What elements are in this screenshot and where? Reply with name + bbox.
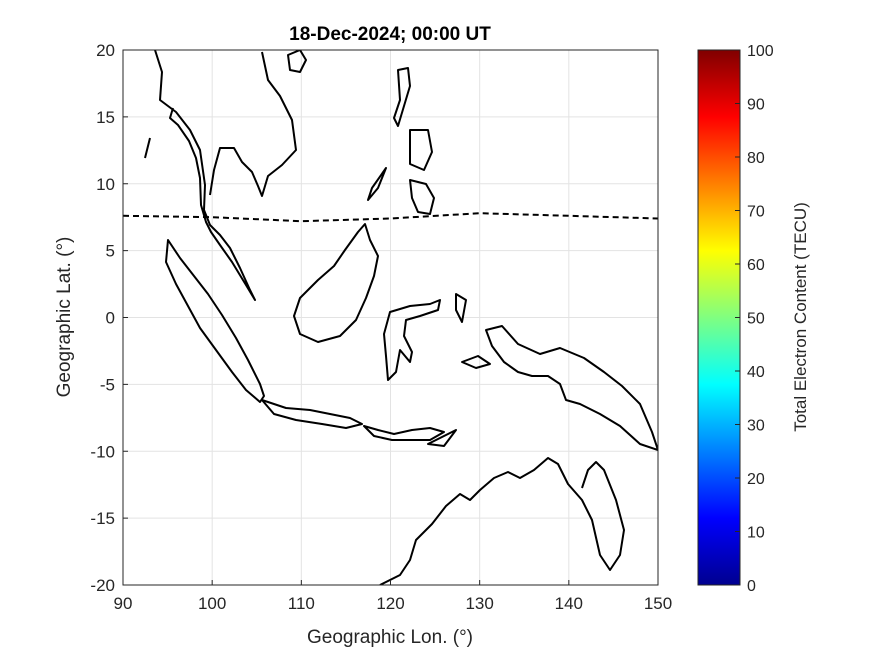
x-tick-label: 140	[555, 594, 583, 613]
coastline-new-guinea	[485, 325, 658, 451]
y-tick-label: 0	[106, 309, 115, 328]
y-tick-label: -20	[90, 576, 115, 595]
y-tick-label: -15	[90, 509, 115, 528]
coastline-philippines-luzon	[393, 67, 411, 127]
colorbar: 0 10 20 30 40 50 60 70 80 90 100 Total Electron Co…	[697, 43, 810, 595]
colorbar-tick-label: 90	[747, 97, 765, 114]
y-tick-label: -10	[90, 442, 115, 461]
colorbar-gradient	[697, 49, 741, 586]
coastline-andaman-islands	[144, 137, 151, 159]
coastline-borneo	[293, 223, 379, 343]
y-tick-label: 15	[96, 108, 115, 127]
x-tick-label: 100	[198, 594, 226, 613]
colorbar-tick-label: 20	[747, 471, 765, 488]
colorbar-tick-label: 50	[747, 311, 765, 328]
coastline-seram	[461, 355, 491, 369]
colorbar-tick-label: 80	[747, 150, 765, 167]
colorbar-tick-label: 0	[747, 578, 756, 595]
coastline-lesser-sunda	[363, 425, 445, 441]
colorbar-tick-label: 70	[747, 204, 765, 221]
coastline-gulf-thailand	[209, 51, 297, 197]
coastline-sulawesi	[383, 299, 441, 381]
colorbar-tick-label: 60	[747, 257, 765, 274]
colorbar-tick-label: 10	[747, 525, 765, 542]
y-axis-label: Geographic Lat. (°)	[54, 237, 75, 398]
colorbar-label: Total Electron Content (TECU)	[791, 202, 810, 432]
chart-title: 18-Dec-2024; 00:00 UT	[289, 24, 491, 45]
x-tick-labels: 90 100 110 120 130 140 150	[114, 580, 672, 613]
coastline-java	[261, 399, 363, 429]
coastline-indochina	[154, 50, 256, 301]
y-tick-label: -5	[100, 375, 115, 394]
coastline-mindanao	[409, 179, 435, 215]
y-tick-label: 5	[106, 242, 115, 261]
colorbar-tick-labels: 0 10 20 30 40 50 60 70 80 90 100	[735, 43, 774, 595]
coastline-timor	[427, 429, 457, 447]
x-tick-label: 150	[644, 594, 672, 613]
map-plot-area	[122, 49, 659, 586]
coastline-palawan	[367, 167, 387, 201]
x-tick-label: 120	[376, 594, 404, 613]
colorbar-tick-label: 30	[747, 418, 765, 435]
coastline-philippines-visayas	[409, 129, 433, 171]
coastline-hainan	[287, 50, 307, 73]
y-tick-labels: -20 -15 -10 -5 0 5 10 15 20	[90, 41, 128, 595]
x-tick-label: 130	[465, 594, 493, 613]
colorbar-tick-label: 40	[747, 364, 765, 381]
x-tick-label: 110	[288, 594, 315, 613]
x-axis-label: Geographic Lon. (°)	[307, 627, 473, 648]
colorbar-tick-label: 100	[747, 43, 774, 60]
y-tick-label: 20	[96, 41, 115, 60]
coastline-halmahera	[455, 293, 467, 323]
y-tick-label: 10	[96, 175, 115, 194]
coastline-australia	[379, 457, 625, 585]
x-tick-label: 90	[114, 594, 133, 613]
coastlines	[144, 50, 658, 585]
